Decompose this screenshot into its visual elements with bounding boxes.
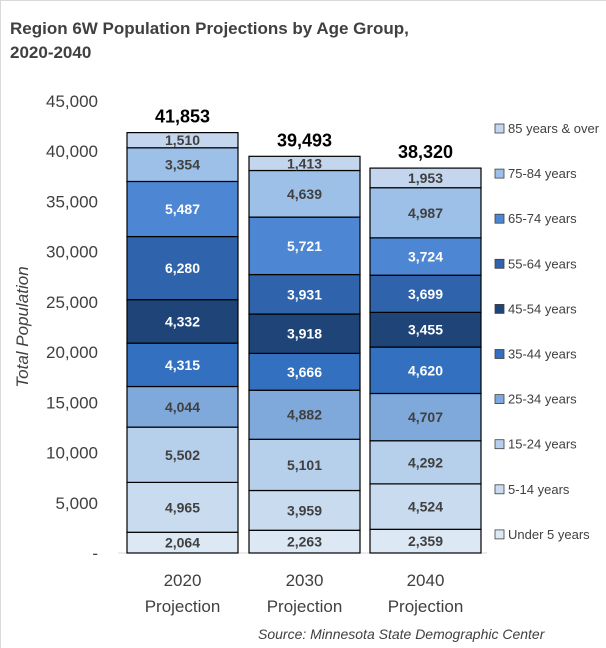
data-label: 5,101 bbox=[287, 457, 322, 473]
legend-label: 35-44 years bbox=[508, 347, 577, 362]
data-label: 4,044 bbox=[165, 399, 200, 415]
bar-segment bbox=[369, 274, 482, 313]
bar-segment bbox=[248, 489, 361, 531]
legend-label: 85 years & over bbox=[508, 121, 600, 136]
bar-segment bbox=[126, 481, 239, 533]
x-tick-label: 2040 bbox=[407, 571, 445, 590]
legend-swatch bbox=[494, 213, 505, 224]
legend-swatch bbox=[494, 529, 505, 540]
legend-label: 25-34 years bbox=[508, 392, 577, 407]
y-tick-label: 30,000 bbox=[46, 243, 98, 262]
bar-segment bbox=[126, 147, 239, 183]
bar-segment bbox=[248, 389, 361, 440]
data-label: 5,721 bbox=[287, 238, 322, 254]
chart-title: Region 6W Population Projections by Age … bbox=[10, 19, 409, 62]
data-label: 4,639 bbox=[287, 186, 322, 202]
data-label: 3,455 bbox=[408, 322, 443, 338]
data-label: 4,707 bbox=[408, 409, 443, 425]
legend-label: 75-84 years bbox=[508, 166, 577, 181]
data-label: 2,359 bbox=[408, 533, 443, 549]
y-tick-label: 25,000 bbox=[46, 293, 98, 312]
bar-segment bbox=[248, 155, 361, 172]
data-label: 3,931 bbox=[287, 286, 322, 302]
data-label: 5,487 bbox=[165, 201, 200, 217]
legend-swatch bbox=[494, 349, 505, 359]
bar-segment bbox=[126, 426, 239, 483]
legend-swatch bbox=[494, 394, 505, 405]
bar-segment bbox=[126, 299, 239, 344]
x-tick-label: Projection bbox=[267, 597, 343, 616]
legend-label: 45-54 years bbox=[508, 301, 577, 316]
bar-segment bbox=[248, 313, 361, 355]
data-label: 1,413 bbox=[287, 155, 322, 171]
data-label: 2,064 bbox=[165, 535, 200, 551]
legend-label: Under 5 years bbox=[508, 527, 590, 542]
legend-swatch bbox=[494, 168, 505, 179]
bar-segment bbox=[369, 311, 482, 348]
source-note: Source: Minnesota State Demographic Cent… bbox=[258, 626, 545, 642]
y-tick-label: 40,000 bbox=[46, 142, 98, 161]
total-label: 41,853 bbox=[155, 107, 210, 127]
bar-segment bbox=[126, 342, 239, 388]
bar-segment bbox=[369, 346, 482, 395]
x-tick-label: 2030 bbox=[286, 571, 324, 590]
legend-swatch bbox=[494, 439, 505, 450]
data-label: 4,882 bbox=[287, 407, 322, 423]
y-axis-title: Total Population bbox=[13, 266, 32, 387]
data-label: 1,953 bbox=[408, 170, 443, 186]
y-tick-label: - bbox=[92, 544, 98, 563]
x-tick-label: Projection bbox=[145, 597, 221, 616]
data-label: 4,987 bbox=[408, 205, 443, 221]
data-label: 2,263 bbox=[287, 534, 322, 550]
data-label: 6,280 bbox=[165, 260, 200, 276]
bar-segment bbox=[369, 483, 482, 530]
data-label: 3,666 bbox=[287, 364, 322, 380]
y-tick-label: 15,000 bbox=[46, 393, 98, 412]
legend-label: 15-24 years bbox=[508, 437, 577, 452]
bar-segment bbox=[369, 392, 482, 442]
total-label: 39,493 bbox=[277, 130, 332, 150]
legend-label: 5-14 years bbox=[508, 482, 570, 497]
y-tick-label: 45,000 bbox=[46, 92, 98, 111]
legend-label: 55-64 years bbox=[508, 256, 577, 271]
data-label: 4,292 bbox=[408, 454, 443, 470]
y-tick-label: 35,000 bbox=[46, 192, 98, 211]
bar-segment bbox=[248, 273, 361, 315]
data-label: 3,918 bbox=[287, 326, 322, 342]
data-label: 4,620 bbox=[408, 362, 443, 378]
x-tick-label: 2020 bbox=[164, 571, 202, 590]
data-label: 3,699 bbox=[408, 286, 443, 302]
bar-segment bbox=[126, 385, 239, 428]
y-tick-label: 20,000 bbox=[46, 343, 98, 362]
data-label: 1,510 bbox=[165, 132, 200, 148]
bar-segment bbox=[248, 352, 361, 391]
legend-label: 65-74 years bbox=[508, 211, 577, 226]
total-label: 38,320 bbox=[398, 142, 453, 162]
legend-swatch bbox=[494, 123, 505, 134]
bar-segment bbox=[126, 132, 239, 149]
data-label: 4,332 bbox=[165, 313, 200, 329]
data-label: 5,502 bbox=[165, 447, 200, 463]
y-tick-label: 10,000 bbox=[46, 444, 98, 463]
data-label: 4,524 bbox=[408, 499, 443, 515]
bar-segment bbox=[248, 169, 361, 218]
bar-segment bbox=[248, 216, 361, 276]
y-tick-label: 5,000 bbox=[55, 494, 98, 513]
data-label: 3,354 bbox=[165, 157, 200, 173]
data-label: 3,959 bbox=[287, 502, 322, 518]
bar-segment bbox=[369, 167, 482, 189]
legend-swatch bbox=[494, 484, 505, 495]
bar-segment bbox=[248, 438, 361, 492]
x-tick-label: Projection bbox=[388, 597, 464, 616]
legend-swatch bbox=[494, 258, 505, 269]
data-label: 4,965 bbox=[165, 499, 200, 515]
bar-segment bbox=[369, 440, 482, 485]
legend-swatch bbox=[494, 303, 505, 314]
data-label: 4,315 bbox=[165, 357, 200, 373]
data-label: 3,724 bbox=[408, 249, 443, 265]
